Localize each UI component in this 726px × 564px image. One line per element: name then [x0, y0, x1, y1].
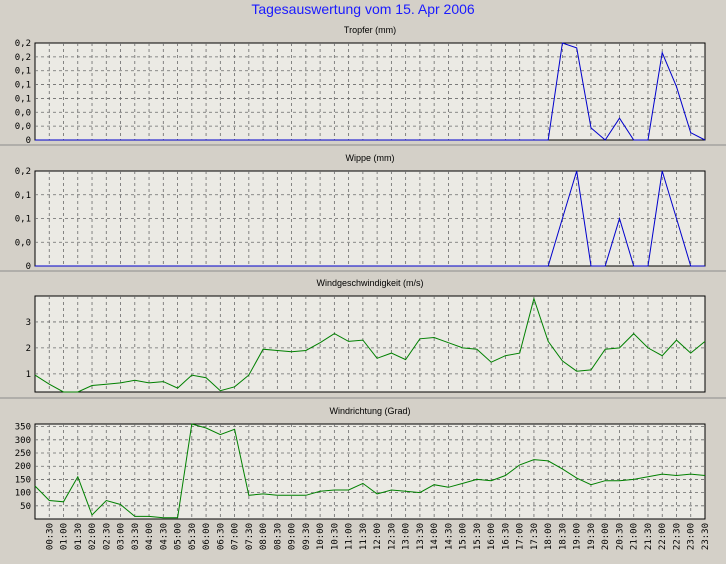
- chart-panel-3: Windgeschwindigkeit (m/s) 3 2 1: [0, 278, 726, 399]
- y-tick-label: 100: [15, 489, 31, 499]
- page-title: Tagesauswertung vom 15. Apr 2006: [251, 1, 475, 17]
- panel-title: Windgeschwindigkeit (m/s): [316, 278, 423, 288]
- panel-title: Tropfer (mm): [344, 25, 396, 35]
- x-tick-label: 23:00: [687, 523, 697, 550]
- y-tick-label: 0,1: [15, 81, 31, 91]
- x-tick-label: 01:30: [74, 523, 84, 550]
- x-tick-label: 15:00: [459, 523, 469, 550]
- y-tick-label: 50: [20, 502, 31, 512]
- x-tick-label: 19:30: [587, 523, 597, 550]
- x-tick-label: 16:30: [501, 523, 511, 550]
- x-tick-label: 17:30: [530, 523, 540, 550]
- x-tick-label: 03:00: [117, 523, 127, 550]
- series-line: [34, 296, 706, 393]
- x-tick-label: 16:00: [487, 523, 497, 550]
- x-tick-label: 04:00: [145, 523, 155, 550]
- y-tick-label: 0,0: [15, 238, 31, 248]
- y-tick-label: 250: [15, 449, 31, 459]
- y-tick-label: 0,0: [15, 122, 31, 132]
- series-line: [35, 170, 705, 267]
- x-tick-label: 10:30: [330, 523, 340, 550]
- plot-area: [34, 423, 706, 520]
- x-tick-label: 06:00: [202, 523, 212, 550]
- x-tick-label: 19:00: [573, 523, 583, 550]
- x-tick-label: 23:30: [701, 523, 711, 550]
- y-tick-label: 0,1: [15, 215, 31, 225]
- x-tick-label: 06:30: [216, 523, 226, 550]
- panel-title: Wippe (mm): [346, 153, 395, 163]
- panel-title: Windrichtung (Grad): [329, 406, 410, 416]
- x-tick-label: 14:00: [430, 523, 440, 550]
- x-tick-label: 07:30: [245, 523, 255, 550]
- x-tick-label: 03:30: [131, 523, 141, 550]
- x-tick-label: 20:00: [601, 523, 611, 550]
- x-tick-label: 10:00: [316, 523, 326, 550]
- y-tick-label: 0,2: [15, 53, 31, 63]
- chart-panel-4: Windrichtung (Grad) 350 300 250 200 150 100 50 0…: [15, 406, 711, 550]
- x-tick-label: 08:00: [259, 523, 269, 550]
- x-tick-label: 05:30: [188, 523, 198, 550]
- x-tick-label: 00:30: [45, 523, 55, 550]
- y-tick-label: 0,2: [15, 39, 31, 49]
- y-tick-label: 0,0: [15, 108, 31, 118]
- x-tick-label: 01:00: [60, 523, 70, 550]
- y-tick-label: 150: [15, 475, 31, 485]
- x-tick-label: 04:30: [159, 523, 169, 550]
- plot-area: [34, 170, 706, 267]
- x-tick-label: 02:00: [88, 523, 98, 550]
- x-tick-label: 09:00: [288, 523, 298, 550]
- x-tick-label: 12:00: [373, 523, 383, 550]
- y-tick-label: 0,1: [15, 67, 31, 77]
- y-tick-label: 200: [15, 462, 31, 472]
- x-tick-label: 11:00: [345, 523, 355, 550]
- x-tick-label: 14:30: [444, 523, 454, 550]
- y-tick-label: 1: [26, 370, 31, 380]
- x-tick-label: 11:30: [359, 523, 369, 550]
- y-tick-label: 2: [26, 344, 31, 354]
- y-tick-label: 0: [26, 136, 31, 146]
- x-tick-label: 08:30: [273, 523, 283, 550]
- x-tick-label: 05:00: [174, 523, 184, 550]
- x-tick-label: 17:00: [516, 523, 526, 550]
- y-tick-label: 0: [26, 262, 31, 272]
- x-tick-label: 13:30: [416, 523, 426, 550]
- x-tick-label: 09:30: [302, 523, 312, 550]
- x-tick-label: 18:30: [558, 523, 568, 550]
- plot-area: [34, 295, 706, 393]
- series-line: [34, 423, 706, 519]
- chart-panel-1: Tropfer (mm) 0,2 0,2 0,1 0,1 0,1 0,0 0,0 0: [0, 25, 726, 146]
- x-tick-label: 18:00: [544, 523, 554, 550]
- y-tick-label: 350: [15, 423, 31, 433]
- x-tick-label: 15:30: [473, 523, 483, 550]
- y-tick-label: 300: [15, 436, 31, 446]
- y-tick-label: 0,1: [15, 94, 31, 104]
- x-tick-label: 02:30: [102, 523, 112, 550]
- x-tick-label: 07:00: [231, 523, 241, 550]
- y-tick-label: 0,2: [15, 167, 31, 177]
- chart-panel-2: Wippe (mm) 0,2 0,1 0,1 0,0 0: [0, 153, 726, 272]
- x-tick-label: 21:30: [644, 523, 654, 550]
- x-tick-label: 20:30: [616, 523, 626, 550]
- x-tick-label: 22:00: [658, 523, 668, 550]
- x-tick-label: 22:30: [673, 523, 683, 550]
- plot-area: [34, 42, 706, 141]
- x-tick-label: 12:30: [387, 523, 397, 550]
- x-tick-label: 21:00: [630, 523, 640, 550]
- y-tick-label: 3: [26, 318, 31, 328]
- x-tick-label: 13:00: [402, 523, 412, 550]
- series-line: [35, 42, 706, 141]
- y-tick-label: 0,1: [15, 191, 31, 201]
